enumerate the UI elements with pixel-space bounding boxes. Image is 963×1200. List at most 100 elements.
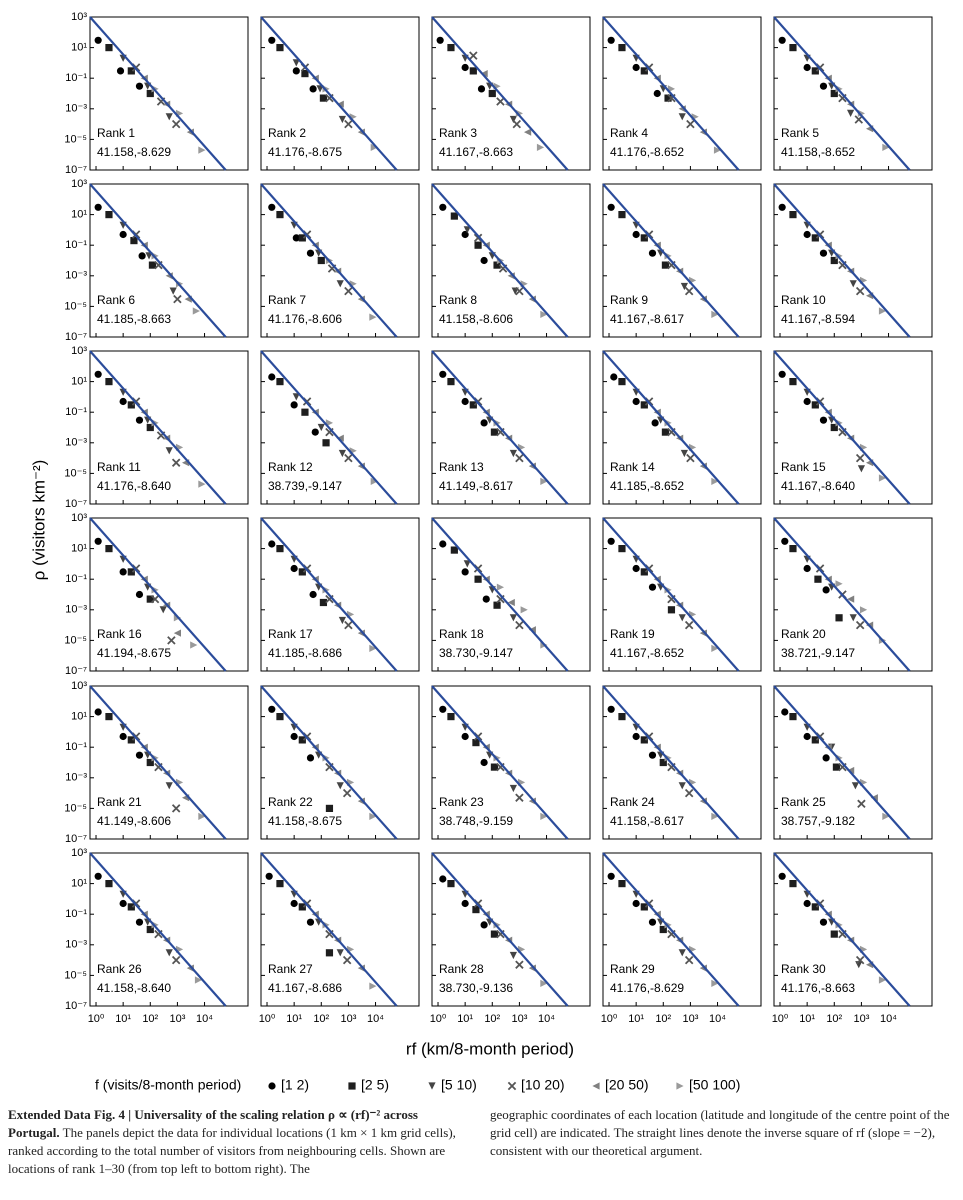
x-tick-label: 10⁰ [259, 1013, 276, 1025]
caption-left: Extended Data Fig. 4 | Universality of t… [8, 1106, 470, 1178]
data-point [135, 590, 144, 599]
fit-line [773, 16, 911, 171]
data-point [306, 754, 315, 762]
data-point [607, 36, 615, 44]
data-point [338, 616, 346, 625]
panel-frame [260, 852, 420, 1007]
fit-line [89, 350, 227, 505]
data-point [146, 423, 154, 432]
legend-marker [592, 1082, 600, 1090]
x-tick-label: 10⁰ [88, 1013, 105, 1025]
data-point [105, 211, 113, 219]
rank-label: Rank 4 [610, 126, 648, 140]
y-tick-label: 10⁻³ [65, 270, 87, 282]
coords-label: 38.739,-9.147 [268, 479, 342, 493]
caption-text: The panels depict the data for individua… [8, 1125, 456, 1176]
data-point [528, 295, 536, 303]
data-point [878, 307, 887, 315]
data-point [540, 477, 548, 486]
data-point [648, 249, 657, 257]
coords-label: 41.149,-8.617 [439, 479, 513, 493]
legend-label: [2 5) [361, 1077, 389, 1093]
rank-label: Rank 5 [781, 126, 819, 140]
x-axis-label: rf (km/8-month period) [406, 1039, 574, 1058]
data-point [855, 620, 865, 630]
data-point [276, 880, 284, 888]
coords-label: 41.149,-8.606 [97, 814, 171, 828]
data-point [469, 51, 478, 60]
data-point [357, 128, 365, 136]
data-point [711, 310, 719, 319]
x-tick-label: 10⁴ [367, 1013, 384, 1025]
rank-label: Rank 8 [439, 293, 477, 307]
rank-label: Rank 18 [439, 627, 484, 641]
data-point [618, 211, 626, 219]
panel-frame [89, 517, 249, 672]
data-point [298, 234, 306, 242]
y-tick-label: 10⁻⁷ [65, 665, 87, 677]
data-point [268, 36, 276, 44]
data-point [119, 397, 127, 406]
coords-label: 41.176,-8.652 [610, 145, 684, 159]
data-point [855, 453, 865, 463]
data-point [167, 636, 176, 645]
legend-label: [1 2) [281, 1077, 309, 1093]
data-point [778, 203, 786, 211]
fit-line [602, 685, 740, 840]
panel-frame [602, 517, 762, 672]
data-point [632, 397, 640, 406]
coords-label: 41.158,-8.629 [97, 145, 171, 159]
data-point [699, 797, 707, 805]
y-tick-label: 10⁻⁵ [64, 133, 87, 145]
rank-label: Rank 3 [439, 126, 477, 140]
data-point [130, 236, 138, 245]
coords-label: 41.176,-8.675 [268, 145, 342, 159]
data-point [276, 44, 284, 52]
x-tick-label: 10¹ [799, 1013, 815, 1025]
data-point [292, 393, 300, 401]
data-point [618, 44, 626, 52]
data-point [778, 370, 786, 378]
panel-frame [431, 16, 591, 171]
data-point [148, 261, 157, 269]
legend-marker [428, 1082, 436, 1090]
data-point [680, 282, 688, 291]
data-point [664, 94, 672, 102]
legend-title: f (visits/8-month period) [95, 1077, 241, 1093]
data-point [325, 949, 334, 957]
data-point [447, 713, 455, 721]
data-point [490, 763, 499, 771]
fit-line [431, 350, 569, 505]
data-point [309, 85, 317, 93]
y-tick-label: 10¹ [71, 878, 87, 890]
data-point [146, 758, 154, 767]
data-point [482, 595, 490, 603]
panel-frame [260, 16, 420, 171]
data-point [480, 758, 488, 767]
data-point [268, 540, 276, 548]
y-tick-label: 10⁻⁷ [65, 833, 87, 845]
data-point [439, 875, 447, 883]
data-point [711, 812, 719, 821]
rank-label: Rank 23 [439, 795, 484, 809]
data-point [311, 428, 319, 436]
rank-label: Rank 14 [610, 460, 655, 474]
y-tick-label: 10⁻⁵ [64, 467, 87, 479]
data-point [648, 583, 657, 591]
y-tick-label: 10³ [71, 512, 87, 524]
data-point [819, 416, 828, 424]
data-point [699, 128, 707, 136]
fit-line [773, 517, 911, 672]
data-point [463, 226, 471, 234]
data-point [640, 67, 648, 75]
data-point [194, 976, 203, 984]
data-point [119, 230, 127, 239]
data-point [292, 234, 300, 242]
data-point [847, 595, 855, 603]
coords-label: 38.721,-9.147 [781, 646, 855, 660]
data-point [268, 373, 276, 381]
data-point [276, 378, 284, 386]
y-tick-label: 10⁻¹ [65, 908, 87, 920]
data-point [276, 545, 284, 553]
